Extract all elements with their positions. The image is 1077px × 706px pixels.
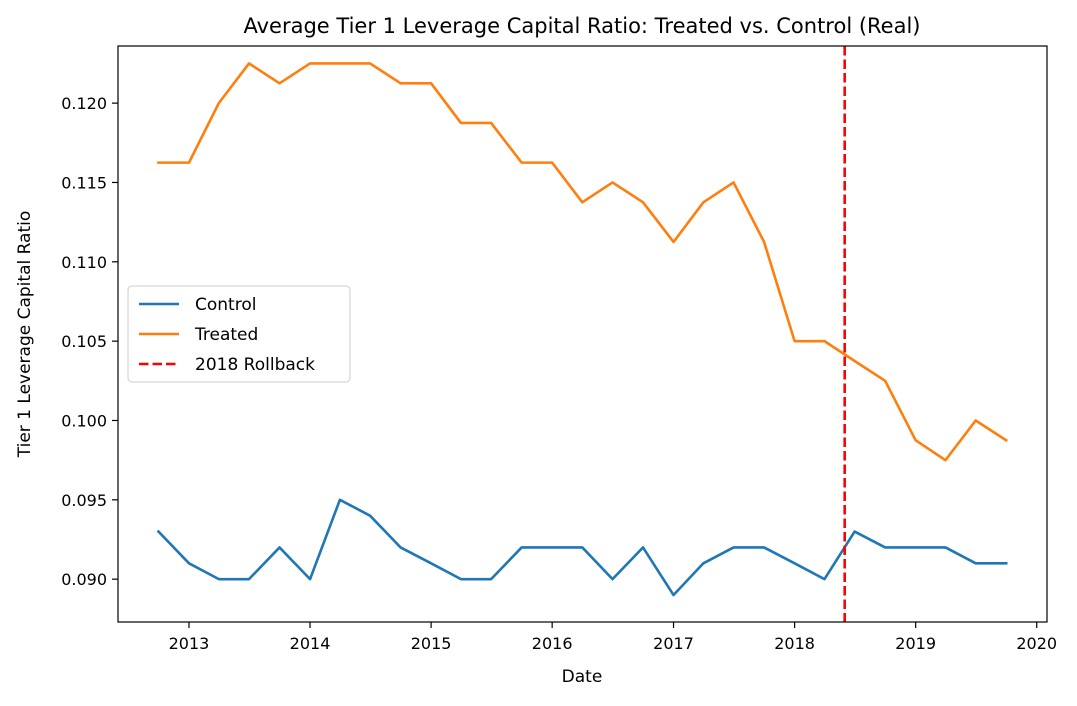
- x-tick-label: 2016: [532, 634, 573, 653]
- x-tick-label: 2020: [1016, 634, 1057, 653]
- legend-box: [127, 285, 351, 383]
- x-tick-label: 2017: [653, 634, 694, 653]
- legend-label-treated: Treated: [194, 325, 258, 345]
- legend-label-2018-rollback: 2018 Rollback: [195, 355, 315, 375]
- legend: Control Treated 2018 Rollback: [127, 285, 351, 383]
- x-tick-label: 2019: [895, 634, 936, 653]
- x-tick-label: 2013: [169, 634, 210, 653]
- plot-frame: [117, 45, 1048, 623]
- series-line-treated: [157, 62, 1008, 462]
- series-line-control: [156, 498, 1008, 597]
- x-tick-label: 2014: [290, 634, 331, 653]
- y-tick-label: 0.095: [61, 491, 107, 510]
- y-tick-label: 0.105: [61, 332, 107, 351]
- chart-title: Average Tier 1 Leverage Capital Ratio: T…: [243, 14, 920, 38]
- y-tick-label: 0.100: [61, 411, 107, 430]
- x-tick-label: 2018: [774, 634, 815, 653]
- y-tick-label: 0.110: [61, 253, 107, 272]
- y-tick-label: 0.120: [61, 94, 107, 113]
- y-tick-label: 0.115: [61, 173, 107, 192]
- x-axis-label: Date: [562, 667, 603, 687]
- y-axis-label: Tier 1 Leverage Capital Ratio: [15, 211, 35, 459]
- plot-area: 2013 2014 2015 2016 2017 2018 2019 2020 0.090 0.0…: [61, 45, 1057, 653]
- y-tick-label: 0.090: [61, 570, 107, 589]
- legend-label-control: Control: [195, 295, 256, 315]
- x-tick-label: 2015: [411, 634, 452, 653]
